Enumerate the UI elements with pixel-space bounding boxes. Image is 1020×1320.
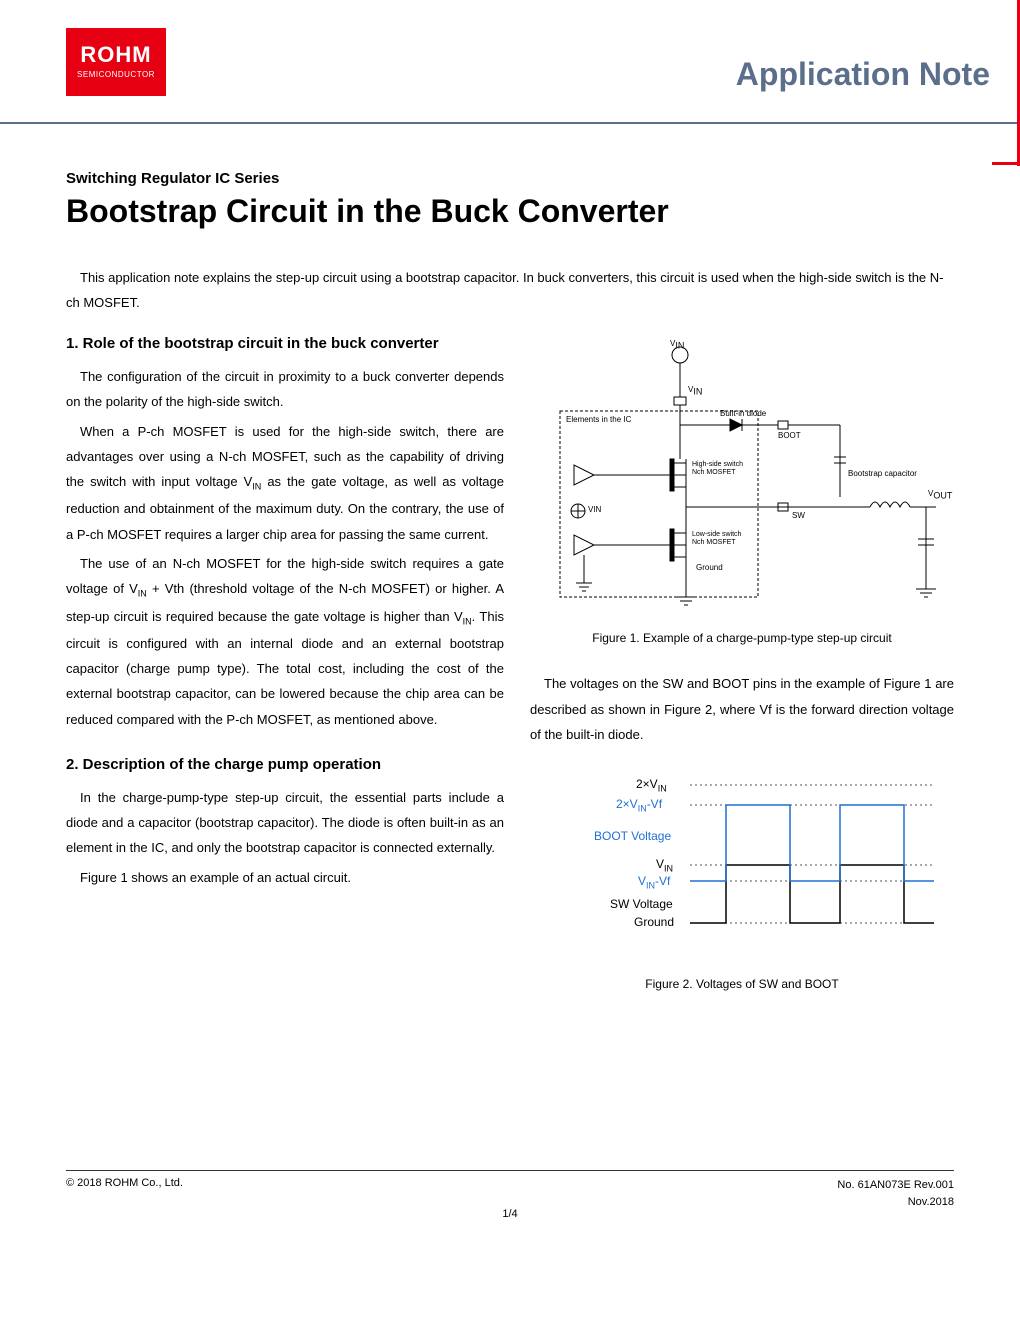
application-note-title: Application Note <box>736 56 990 93</box>
footer-docno: No. 61AN073E Rev.001 <box>837 1177 954 1194</box>
figure1-caption: Figure 1. Example of a charge-pump-type … <box>530 631 954 645</box>
two-column-layout: 1. Role of the bootstrap circuit in the … <box>66 333 954 991</box>
section1-p1: The configuration of the circuit in prox… <box>66 364 504 415</box>
circuit-svg <box>530 339 944 619</box>
fig2-l7: Ground <box>634 915 674 929</box>
section2-p2: Figure 1 shows an example of an actual c… <box>66 865 504 890</box>
fig2-l5: VIN-Vf <box>638 874 670 890</box>
right-column: VIN VIN Elements in the IC Built-in diod… <box>530 333 954 991</box>
fig1-elements: Elements in the IC <box>566 415 631 424</box>
fig2-l6: SW Voltage <box>610 897 673 911</box>
footer-right: No. 61AN073E Rev.001 Nov.2018 <box>837 1177 954 1210</box>
fig2-l2: 2×VIN-Vf <box>616 797 662 813</box>
section2-heading: 2. Description of the charge pump operat… <box>66 754 504 777</box>
fig1-vout: VOUT <box>928 489 952 501</box>
red-accent-horizontal <box>992 162 1020 165</box>
footer: © 2018 ROHM Co., Ltd. No. 61AN073E Rev.0… <box>66 1170 954 1210</box>
figure1-circuit: VIN VIN Elements in the IC Built-in diod… <box>530 339 944 619</box>
section1-p3: The use of an N-ch MOSFET for the high-s… <box>66 551 504 732</box>
logo-main-text: ROHM <box>66 42 166 68</box>
section1-heading: 1. Role of the bootstrap circuit in the … <box>66 333 504 356</box>
fig2-l4: VIN <box>656 857 673 873</box>
section2-p1: In the charge-pump-type step-up circuit,… <box>66 785 504 861</box>
fig1-sw: SW <box>792 511 805 520</box>
fig1-vin-top: VIN <box>670 339 684 351</box>
figure2-waveform: 2×VIN 2×VIN-Vf BOOT Voltage VIN VIN-Vf S… <box>530 771 944 951</box>
fig1-boot: BOOT <box>778 431 801 440</box>
figure2-caption: Figure 2. Voltages of SW and BOOT <box>530 977 954 991</box>
content-area: Switching Regulator IC Series Bootstrap … <box>0 124 1020 991</box>
intro-paragraph: This application note explains the step-… <box>66 266 954 315</box>
fig1-diode: Built-in diode <box>720 409 766 418</box>
fig1-bootcap: Bootstrap capacitor <box>848 469 917 478</box>
right-paragraph: The voltages on the SW and BOOT pins in … <box>530 671 954 747</box>
left-column: 1. Role of the bootstrap circuit in the … <box>66 333 504 991</box>
footer-copyright: © 2018 ROHM Co., Ltd. <box>66 1177 183 1210</box>
fig2-l3: BOOT Voltage <box>594 829 671 843</box>
fig1-hs: High-side switchNch MOSFET <box>692 461 743 476</box>
fig1-vin-left: VIN <box>588 505 601 514</box>
fig2-l1: 2×VIN <box>636 777 667 793</box>
fig1-vin-pin: VIN <box>688 385 702 397</box>
document-title: Bootstrap Circuit in the Buck Converter <box>66 193 954 230</box>
fig1-ls: Low-side switchNch MOSFET <box>692 531 741 546</box>
section1-p2: When a P-ch MOSFET is used for the high-… <box>66 419 504 548</box>
logo-sub-text: SEMICONDUCTOR <box>66 70 166 79</box>
fig1-ground: Ground <box>696 563 723 572</box>
waveform-svg <box>530 771 944 951</box>
page-number: 1/4 <box>0 1208 1020 1220</box>
series-label: Switching Regulator IC Series <box>66 170 954 187</box>
rohm-logo: ROHM SEMICONDUCTOR <box>66 28 166 96</box>
header: ROHM SEMICONDUCTOR Application Note <box>0 0 1020 124</box>
